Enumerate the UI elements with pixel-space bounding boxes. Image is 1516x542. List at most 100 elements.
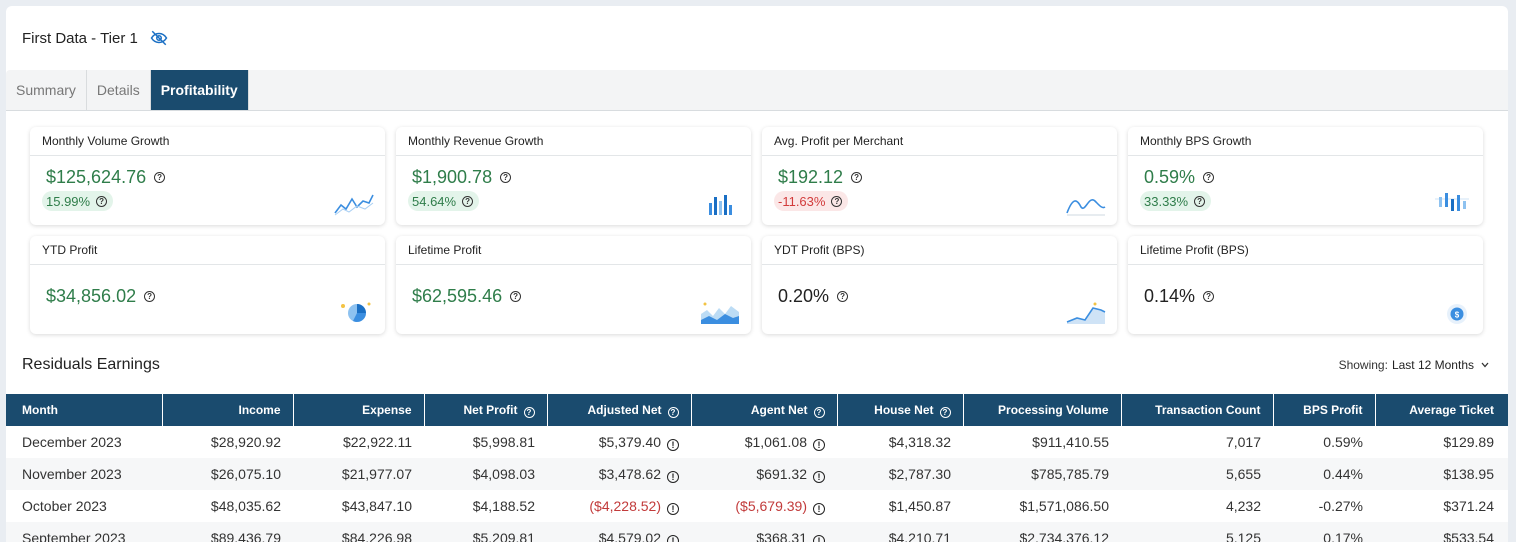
cell-processing-volume: $2,734,376.12 xyxy=(963,522,1121,542)
col-adjusted-net[interactable]: Adjusted Net? xyxy=(547,394,692,426)
cell-processing-volume: $1,571,086.50 xyxy=(1019,498,1109,514)
info-icon[interactable]: ? xyxy=(523,406,535,418)
table-row[interactable]: December 2023 $28,920.92 $22,922.11 $5,9… xyxy=(6,426,1508,458)
cell-agent-net: $1,061.08! xyxy=(691,426,837,458)
alert-icon[interactable]: ! xyxy=(667,502,679,515)
table-row[interactable]: September 2023 $89,436.79 $84,226.98 $5,… xyxy=(6,522,1508,542)
col-expense[interactable]: Expense xyxy=(293,394,425,426)
col-label: Agent Net xyxy=(750,402,808,417)
alert-icon[interactable]: ! xyxy=(667,470,679,483)
showing-dropdown[interactable]: Showing: Last 12 Months xyxy=(1339,358,1490,372)
alert-icon[interactable]: ! xyxy=(813,470,825,483)
card-title: Lifetime Profit xyxy=(396,236,751,265)
cell-expense: $21,977.07 xyxy=(293,458,424,490)
alert-icon[interactable]: ! xyxy=(667,438,679,451)
card-title: Monthly Volume Growth xyxy=(30,127,385,156)
col-processing-volume[interactable]: Processing Volume xyxy=(963,394,1122,426)
cell-processing-volume: $911,410.55 xyxy=(1032,434,1109,450)
help-icon[interactable]: ? xyxy=(500,172,512,183)
tab-summary[interactable]: Summary xyxy=(6,70,87,110)
card-value: 0.20%? xyxy=(778,286,849,307)
card-lifetime-profit-bps: Lifetime Profit (BPS) 0.14%? $ xyxy=(1128,236,1483,334)
tab-bar: Summary Details Profitability xyxy=(6,70,1508,111)
cell-average-ticket: $129.89 xyxy=(1443,434,1494,450)
cell-transaction-count: 5,125 xyxy=(1121,522,1273,542)
help-icon[interactable]: ? xyxy=(1203,172,1215,183)
page-title: First Data - Tier 1 xyxy=(22,29,138,47)
cell-month: October 2023 xyxy=(22,498,107,514)
card-value: 0.14%? xyxy=(1144,286,1215,307)
cell-bps-profit: 0.59% xyxy=(1323,434,1363,450)
help-icon[interactable]: ? xyxy=(831,195,843,207)
card-ydt-profit-bps: YDT Profit (BPS) 0.20%? xyxy=(762,236,1117,334)
help-icon[interactable]: ? xyxy=(144,291,156,302)
card-value: $192.12? xyxy=(778,167,863,188)
help-icon[interactable]: ? xyxy=(1194,195,1206,207)
showing-value: Last 12 Months xyxy=(1391,358,1474,372)
col-net-profit[interactable]: Net Profit? xyxy=(424,394,548,426)
eye-off-icon[interactable] xyxy=(150,29,168,47)
alert-icon[interactable]: ! xyxy=(813,438,825,451)
col-average-ticket[interactable]: Average Ticket xyxy=(1375,394,1508,426)
card-value: $34,856.02? xyxy=(46,286,156,307)
cell-average-ticket: $138.95 xyxy=(1375,458,1508,490)
card-title: Monthly Revenue Growth xyxy=(396,127,751,156)
info-icon[interactable]: ? xyxy=(667,406,679,418)
cell-value: ($4,228.52) xyxy=(589,497,661,514)
info-icon[interactable]: ? xyxy=(813,406,825,418)
card-title: YDT Profit (BPS) xyxy=(762,236,1117,265)
cell-value: $1,061.08 xyxy=(744,433,807,450)
col-transaction-count[interactable]: Transaction Count xyxy=(1121,394,1274,426)
cell-house-net: $4,210.71 xyxy=(837,522,963,542)
card-ytd-profit: YTD Profit $34,856.02? xyxy=(30,236,385,334)
help-icon[interactable]: ? xyxy=(96,195,108,207)
cell-house-net: $1,450.87 xyxy=(888,498,951,514)
col-house-net[interactable]: House Net? xyxy=(837,394,964,426)
help-icon[interactable]: ? xyxy=(154,172,166,183)
card-value-text: $34,856.02 xyxy=(46,286,137,306)
card-value-text: $1,900.78 xyxy=(412,167,493,187)
cell-value: $368.31 xyxy=(756,529,807,542)
cell-value: $5,379.40 xyxy=(598,433,661,450)
table-row[interactable]: October 2023 $48,035.62 $43,847.10 $4,18… xyxy=(6,490,1508,522)
alert-icon[interactable]: ! xyxy=(667,534,679,542)
table-row[interactable]: November 2023 $26,075.10 $21,977.07 $4,0… xyxy=(6,458,1508,490)
cell-bps-profit: 0.44% xyxy=(1273,458,1375,490)
alert-icon[interactable]: ! xyxy=(813,534,825,542)
cell-house-net: $4,318.32 xyxy=(888,434,951,450)
cell-month: November 2023 xyxy=(6,458,162,490)
card-title: Monthly BPS Growth xyxy=(1128,127,1483,156)
alert-icon[interactable]: ! xyxy=(813,502,825,515)
bar-chart-icon xyxy=(709,195,732,215)
col-bps-profit[interactable]: BPS Profit xyxy=(1273,394,1376,426)
help-icon[interactable]: ? xyxy=(851,172,863,183)
cell-average-ticket: $533.54 xyxy=(1375,522,1508,542)
col-income[interactable]: Income xyxy=(162,394,294,426)
col-label: House Net xyxy=(874,402,934,417)
area-line-chart-icon xyxy=(1066,302,1106,324)
cell-agent-net: $368.31! xyxy=(691,522,837,542)
help-icon[interactable]: ? xyxy=(1203,291,1215,302)
col-agent-net[interactable]: Agent Net? xyxy=(691,394,838,426)
col-label: Net Profit xyxy=(463,402,518,417)
col-month[interactable]: Month xyxy=(6,394,163,426)
card-value: $62,595.46? xyxy=(412,286,522,307)
help-icon[interactable]: ? xyxy=(462,195,474,207)
help-icon[interactable]: ? xyxy=(510,291,522,302)
wave-chart-icon xyxy=(1066,198,1106,216)
cell-transaction-count: 7,017 xyxy=(1225,434,1261,450)
tab-details[interactable]: Details xyxy=(87,70,151,110)
change-text: 54.64% xyxy=(412,193,457,209)
info-icon[interactable]: ? xyxy=(939,406,951,418)
card-value-text: $125,624.76 xyxy=(46,167,147,187)
residuals-table: Month Income Expense Net Profit? Adjuste… xyxy=(6,394,1508,542)
cell-agent-net: $691.32! xyxy=(691,458,837,490)
tab-profitability[interactable]: Profitability xyxy=(150,70,249,110)
cell-adjusted-net: $5,379.40! xyxy=(547,426,691,458)
card-lifetime-profit: Lifetime Profit $62,595.46? xyxy=(396,236,751,334)
help-icon[interactable]: ? xyxy=(837,291,849,302)
cell-value: $3,478.62 xyxy=(598,465,661,482)
page-header: First Data - Tier 1 xyxy=(22,28,168,48)
cell-transaction-count: 4,232 xyxy=(1225,498,1261,514)
table-header-row: Month Income Expense Net Profit? Adjuste… xyxy=(6,394,1508,426)
